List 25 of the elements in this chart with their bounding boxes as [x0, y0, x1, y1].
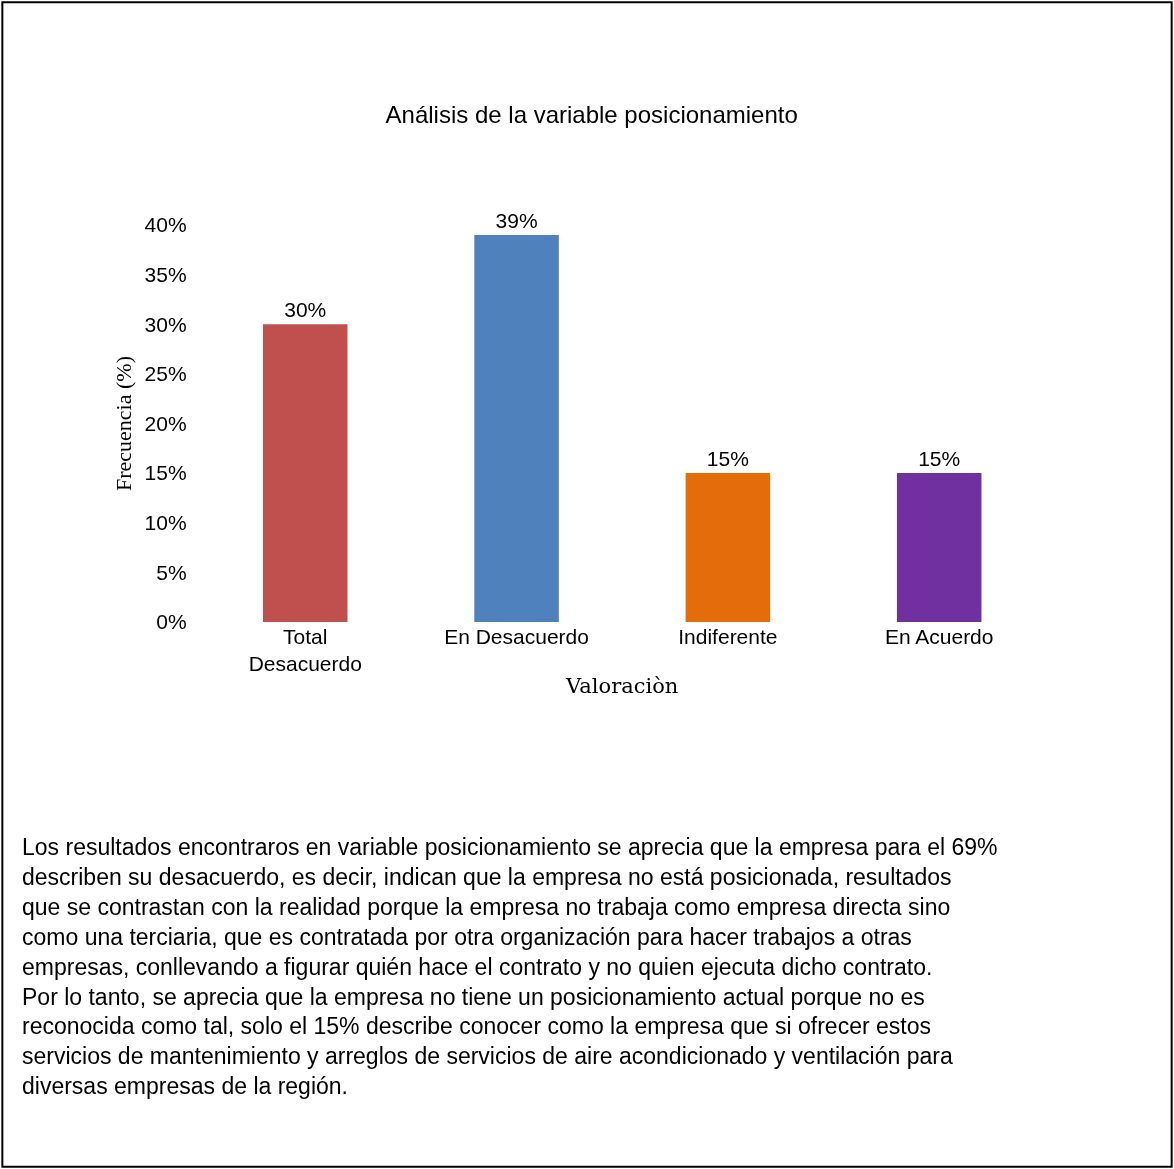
x-tick-label: Total Desacuerdo — [248, 625, 362, 676]
x-tick-label: En Desacuerdo — [444, 625, 589, 648]
y-tick-label: 5% — [156, 560, 187, 584]
data-label: 39% — [495, 208, 538, 232]
bar — [685, 473, 771, 622]
data-label: 15% — [706, 447, 749, 471]
x-tick-label: Indiferente — [678, 625, 778, 648]
bar — [896, 473, 982, 622]
y-tick-label: 15% — [144, 461, 187, 485]
data-label: 30% — [284, 298, 327, 322]
y-tick-label: 10% — [144, 511, 187, 535]
data-label: 15% — [918, 447, 961, 471]
y-tick-label: 25% — [144, 362, 187, 386]
x-tick-label: En Acuerdo — [884, 625, 994, 648]
y-tick-label: 35% — [144, 262, 187, 286]
x-axis-title: Valoraciòn — [565, 674, 679, 699]
y-tick-label: 0% — [156, 610, 187, 634]
text: Los resultados encontraros en variable posicionamiento se aprecia que la empresa para el 69% describen su desacuerdo, es decir, indican que la empresa no está posicionada, resultados que se contrastan con la realidad porque la empresa no trabaja como empresa directa sino como una terciaria, que es contratada por otra organización para hacer trabajos a otras empresas, conllevando a figurar quién hace el contrato y no quien ejecuta dicho contrato. Por lo tanto, se aprecia que la empresa no tiene un posicionamiento actual porque no es reconocida como tal, solo el 15% describe conocer como la empresa que si ofrecer estos servicios de mantenimiento y arreglos de servicios de aire acondicionado y ventilación para diversas empresas de la región. — [22, 834, 998, 1100]
bar — [474, 234, 559, 622]
bar — [262, 324, 348, 622]
y-axis-title: Frecuencia (%) — [111, 356, 137, 491]
y-tick-label: 20% — [144, 411, 187, 435]
y-tick-label: 40% — [144, 213, 187, 237]
chart-title: Análisis de la variable posicionamiento — [385, 101, 798, 129]
y-tick-label: 30% — [144, 312, 187, 336]
